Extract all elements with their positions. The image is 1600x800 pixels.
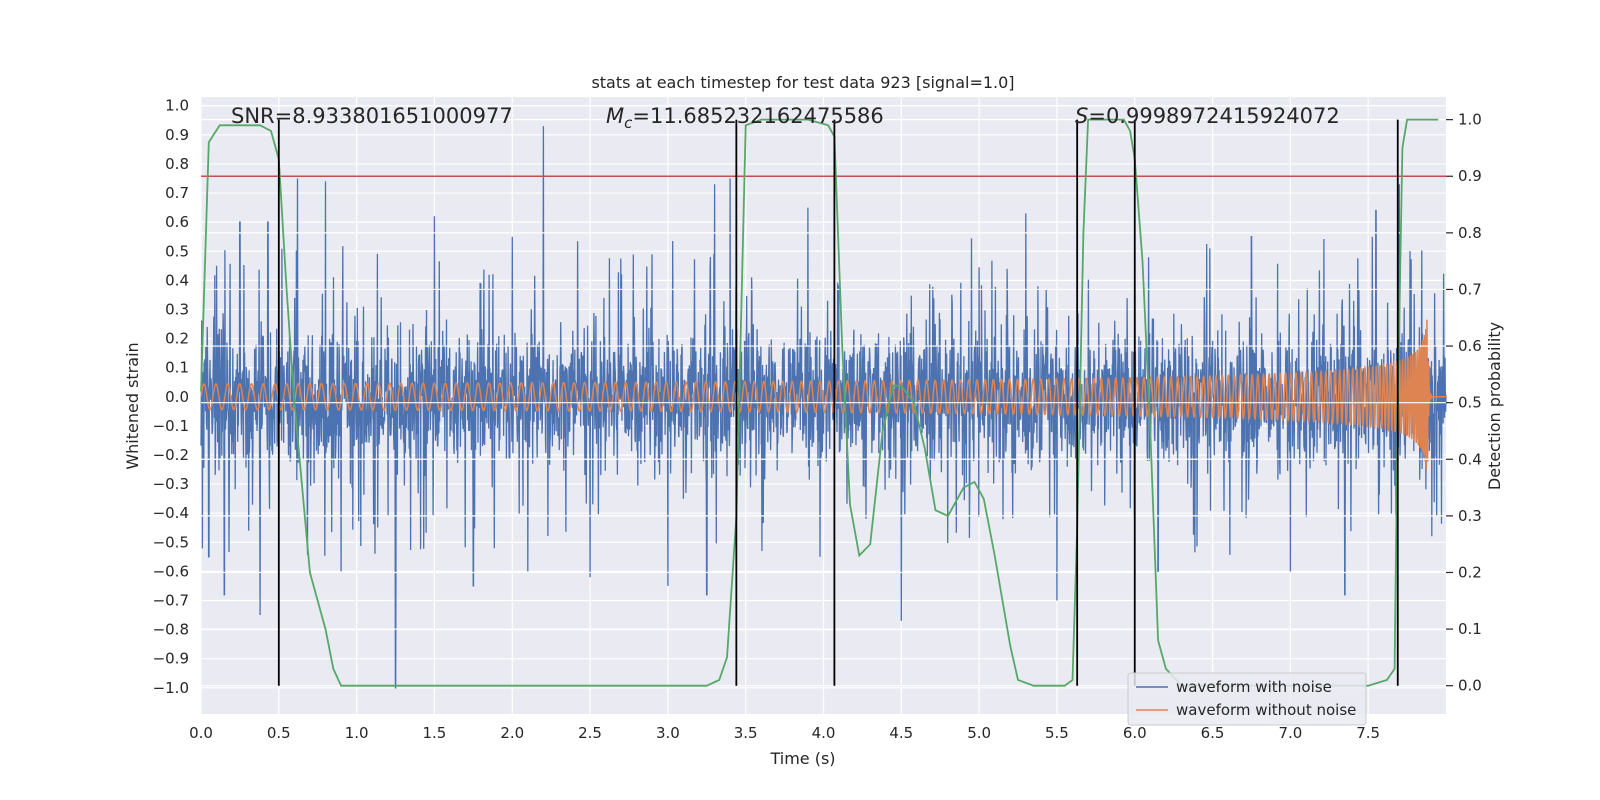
x-tick-label: 0.5 <box>267 724 291 742</box>
y-tick-label: −0.8 <box>153 621 189 639</box>
x-tick-label: 1.5 <box>423 724 447 742</box>
x-axis-label: Time (s) <box>769 749 835 768</box>
significance-value: =0.9998972415924072 <box>1088 104 1339 128</box>
legend-box <box>1127 672 1367 726</box>
y-tick-label: 0.9 <box>165 126 189 144</box>
x-tick-label: 5.5 <box>1045 724 1069 742</box>
y-right-tick-label: 0.5 <box>1458 394 1482 412</box>
chirp-mass-subscript: c <box>624 114 633 132</box>
y-tick-label: 0.2 <box>165 330 189 348</box>
y-right-tick-label: 0.1 <box>1458 620 1482 638</box>
y-right-axis-label: Detection probability <box>1485 322 1504 490</box>
y-tick-label: −0.6 <box>153 562 189 580</box>
x-tick-label: 4.0 <box>812 724 836 742</box>
x-tick-label: 3.0 <box>656 724 680 742</box>
y-right-axis-ticks: 1.0 0.9 0.8 0.7 0.6 0.5 0.4 0.3 0.2 0.1 0.0 <box>1446 111 1482 695</box>
legend-label-clean: waveform without noise <box>1176 701 1356 719</box>
chirp-mass-annotation: Mc=11.685232162475586 <box>606 104 884 132</box>
y-tick-label: 0.4 <box>165 271 189 289</box>
y-tick-label: −0.5 <box>153 533 189 551</box>
x-tick-label: 7.0 <box>1278 724 1302 742</box>
y-tick-label: −0.3 <box>153 475 189 493</box>
plot-area <box>200 118 1447 689</box>
y-tick-label: −0.4 <box>153 504 189 522</box>
y-tick-label: −0.7 <box>153 591 189 609</box>
x-tick-label: 2.0 <box>500 724 524 742</box>
x-tick-label: 1.0 <box>345 724 369 742</box>
y-right-tick-label: 0.3 <box>1458 507 1482 525</box>
x-tick-label: 6.0 <box>1123 724 1147 742</box>
y-right-tick-label: 0.7 <box>1458 280 1482 298</box>
y-right-tick-label: 0.0 <box>1458 677 1482 695</box>
y-right-tick-label: 1.0 <box>1458 111 1482 129</box>
x-tick-label: 3.5 <box>734 724 758 742</box>
y-right-tick-label: 0.6 <box>1458 337 1482 355</box>
y-tick-label: 1.0 <box>165 97 189 115</box>
y-tick-label: 0.6 <box>165 213 189 231</box>
y-right-tick-label: 0.9 <box>1458 167 1482 185</box>
y-tick-label: −0.2 <box>153 446 189 464</box>
chirp-mass-symbol: M <box>606 104 624 128</box>
y-axis-label: Whitened strain <box>123 342 142 469</box>
x-tick-label: 4.5 <box>889 724 913 742</box>
legend: waveform with noise waveform without noi… <box>1127 672 1367 726</box>
x-tick-label: 7.5 <box>1356 724 1380 742</box>
x-axis-ticks: 0.0 0.5 1.0 1.5 2.0 2.5 3.0 3.5 4.0 4.5 5.0 5.5 6.0 6… <box>189 724 1380 742</box>
legend-label-noise: waveform with noise <box>1176 678 1332 696</box>
chart-title: stats at each timestep for test data 923… <box>591 73 1014 92</box>
y-tick-label: 0.8 <box>165 155 189 173</box>
x-tick-label: 0.0 <box>189 724 213 742</box>
y-tick-label: −0.9 <box>153 650 189 668</box>
y-tick-label: 0.7 <box>165 184 189 202</box>
y-tick-label: 0.3 <box>165 300 189 318</box>
y-right-tick-label: 0.8 <box>1458 224 1482 242</box>
x-tick-label: 5.0 <box>967 724 991 742</box>
y-tick-label: 0.5 <box>165 242 189 260</box>
y-tick-label: −1.0 <box>153 679 189 697</box>
y-right-tick-label: 0.4 <box>1458 450 1482 468</box>
significance-symbol: S <box>1075 104 1088 128</box>
chirp-mass-value: =11.685232162475586 <box>632 104 883 128</box>
significance-annotation: S=0.9998972415924072 <box>1075 104 1340 128</box>
snr-annotation: SNR=8.933801651000977 <box>231 104 513 128</box>
y-axis-ticks: 1.0 0.9 0.8 0.7 0.6 0.5 0.4 0.3 0.2 0.1 0.0 −0.1 −0.… <box>153 97 189 697</box>
y-tick-label: 0.1 <box>165 359 189 377</box>
x-tick-label: 6.5 <box>1201 724 1225 742</box>
x-tick-label: 2.5 <box>578 724 602 742</box>
y-right-tick-label: 0.2 <box>1458 563 1482 581</box>
y-tick-label: 0.0 <box>165 388 189 406</box>
detection-markers <box>277 119 1399 686</box>
y-tick-label: −0.1 <box>153 417 189 435</box>
